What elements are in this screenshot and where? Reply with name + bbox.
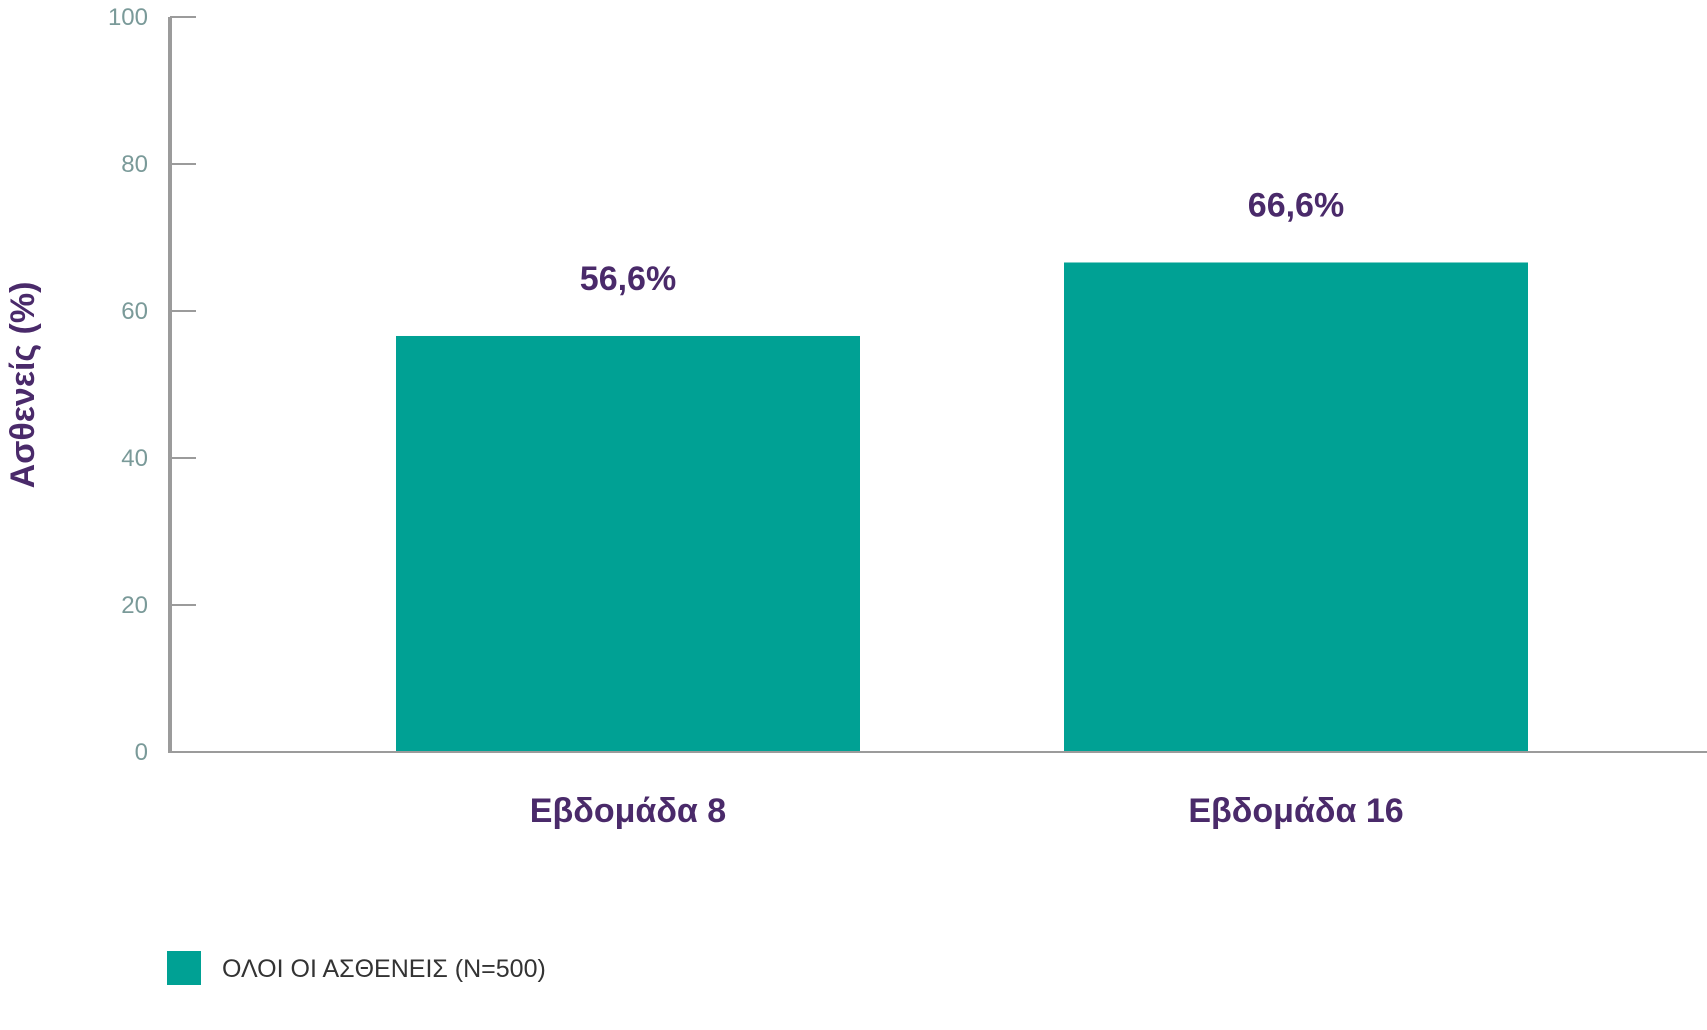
y-tick-label: 20 [121,592,148,619]
y-tick-label: 0 [135,739,148,766]
labels: 56,6% Εβδομάδα 8 66,6% Εβδομάδα 16 [530,186,1404,830]
legend-swatch [167,951,201,985]
x-category-label: Εβδομάδα 16 [1188,792,1403,830]
axes: 0 20 40 60 80 100 [108,4,1707,766]
bars [396,262,1528,751]
bar [1064,262,1528,751]
y-tick-label: 40 [121,445,148,472]
y-axis-title: Ασθενείς (%) [4,282,42,489]
legend-label: ΟΛΟΙ ΟΙ ΑΣΘΕΝΕΙΣ (Ν=500) [222,955,546,983]
x-category-label: Εβδομάδα 8 [530,792,726,830]
y-tick-label: 80 [121,151,148,178]
legend: ΟΛΟΙ ΟΙ ΑΣΘΕΝΕΙΣ (Ν=500) [167,951,546,985]
bar-data-label: 66,6% [1248,186,1344,224]
y-tick-label: 60 [121,298,148,325]
bar-data-label: 56,6% [580,260,676,298]
bar [396,335,860,751]
y-tick-label: 100 [108,4,148,31]
